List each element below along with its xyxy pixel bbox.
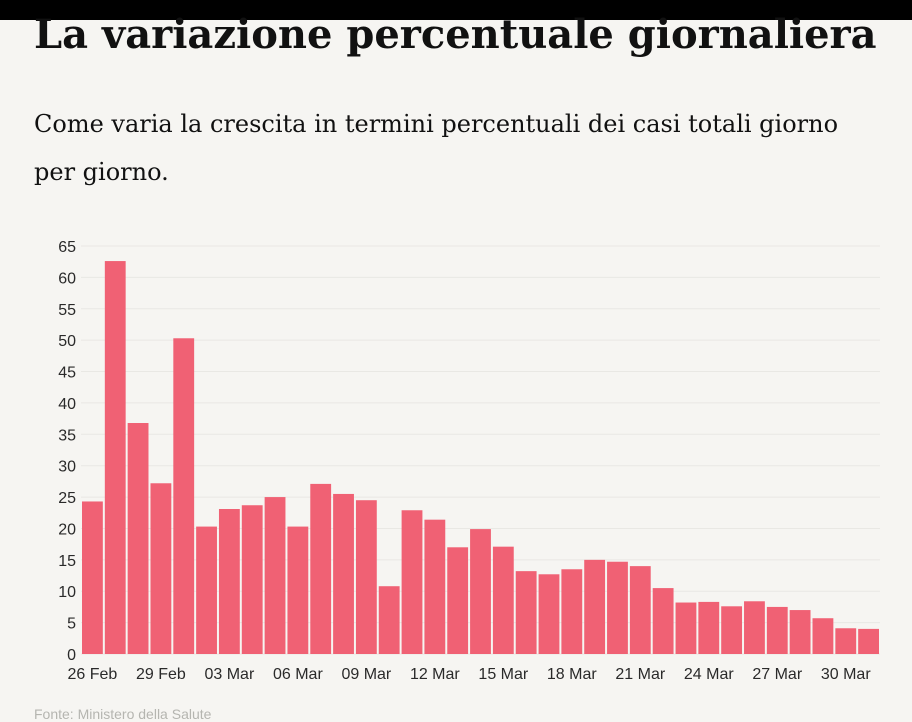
bar-07-mar <box>310 483 332 654</box>
bar-28-mar <box>789 610 811 654</box>
x-tick-label: 21 Mar <box>615 666 665 683</box>
bar-03-mar <box>218 509 240 654</box>
bar-01-mar <box>173 338 195 654</box>
y-tick-label: 65 <box>58 239 76 256</box>
x-tick-label: 15 Mar <box>478 666 528 683</box>
bar-30-mar <box>835 628 857 654</box>
x-axis: 26 Feb 29 Feb 03 Mar 06 Mar 09 Mar 12 Mar 15 M… <box>68 666 872 683</box>
bar-26-mar <box>744 601 765 654</box>
bar-04-mar <box>241 505 263 654</box>
y-tick-label: 15 <box>58 553 76 570</box>
y-tick-label: 5 <box>67 616 76 633</box>
bar-11-mar <box>401 510 423 654</box>
y-tick-label: 40 <box>58 396 76 413</box>
y-tick-label: 30 <box>58 459 76 476</box>
y-tick-label: 60 <box>58 270 76 287</box>
x-tick-label: 09 Mar <box>341 666 391 683</box>
y-tick-label: 45 <box>58 365 76 382</box>
bar-23-mar <box>675 602 697 654</box>
bar-27-mar <box>766 606 788 654</box>
y-tick-label: 20 <box>58 521 76 538</box>
bar-12-mar <box>424 519 446 654</box>
chart-subtitle: Come varia la crescita in termini percen… <box>34 110 839 186</box>
bar-19-mar <box>584 559 606 654</box>
bar-26-feb <box>82 501 103 654</box>
bar-17-mar <box>538 574 560 654</box>
y-tick-label: 10 <box>58 584 76 601</box>
bar-31-mar <box>858 628 879 654</box>
bar-13-mar <box>447 547 469 654</box>
bar-29-feb <box>150 483 172 654</box>
bar-18-mar <box>561 569 583 654</box>
bar-chart: 0 5 10 15 20 25 30 35 40 45 50 55 60 65 26 Feb 29 Feb 0… <box>58 239 880 683</box>
y-tick-label: 35 <box>58 427 76 444</box>
y-tick-label: 25 <box>58 490 76 507</box>
bar-08-mar <box>333 493 354 654</box>
x-tick-label: 18 Mar <box>547 666 597 683</box>
bar-15-mar <box>492 546 514 654</box>
x-tick-label: 03 Mar <box>204 666 254 683</box>
bar-25-mar <box>721 606 743 654</box>
bar-27-feb <box>104 261 126 654</box>
bar-09-mar <box>355 500 377 654</box>
bar-16-mar <box>515 571 537 654</box>
bar-22-mar <box>652 588 674 654</box>
bar-28-feb <box>127 423 149 654</box>
bar-24-mar <box>698 601 720 654</box>
bar-10-mar <box>378 586 400 654</box>
bar-02-mar <box>196 526 217 654</box>
bar-20-mar <box>607 561 628 654</box>
bar-06-mar <box>287 526 309 654</box>
bars <box>82 261 879 654</box>
x-tick-label: 27 Mar <box>752 666 802 683</box>
x-tick-label: 12 Mar <box>410 666 460 683</box>
y-tick-label: 0 <box>67 647 76 664</box>
x-tick-label: 06 Mar <box>273 666 323 683</box>
source-note: Fonte: Ministero della Salute <box>34 706 212 722</box>
bar-21-mar <box>629 566 651 654</box>
x-tick-label: 26 Feb <box>68 666 118 683</box>
bar-29-mar <box>812 618 834 654</box>
x-tick-label: 30 Mar <box>821 666 871 683</box>
y-tick-label: 50 <box>58 333 76 350</box>
bar-14-mar <box>470 529 491 654</box>
top-bar <box>0 0 912 20</box>
y-axis: 0 5 10 15 20 25 30 35 40 45 50 55 60 65 <box>58 239 76 664</box>
bar-05-mar <box>264 497 286 654</box>
x-tick-label: 24 Mar <box>684 666 734 683</box>
y-tick-label: 55 <box>58 302 76 319</box>
chart-title: La variazione percentuale giornaliera <box>34 11 877 58</box>
x-tick-label: 29 Feb <box>136 666 186 683</box>
